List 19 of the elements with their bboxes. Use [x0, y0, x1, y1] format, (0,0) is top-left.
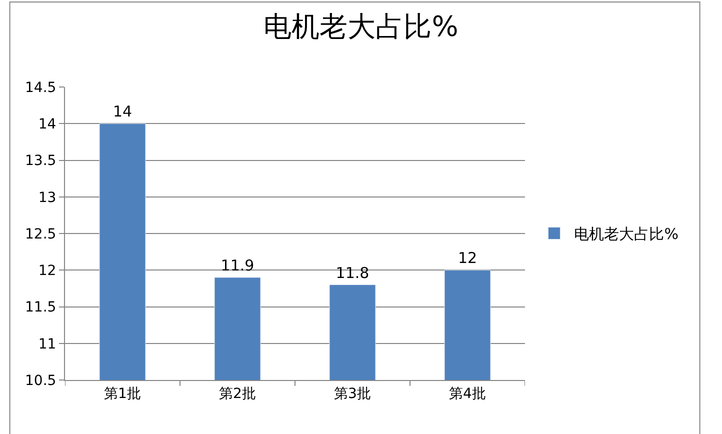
y-tick-label: 11.5	[25, 300, 56, 316]
data-label: 14	[112, 102, 132, 121]
y-tick-label: 14	[38, 116, 56, 133]
x-tick-label: 第1批	[104, 386, 141, 402]
y-tick-label: 14.5	[25, 80, 56, 96]
chart-title: 电机老大占比%	[264, 10, 458, 43]
y-tick-label: 10.5	[25, 372, 56, 389]
x-tick-label: 第2批	[219, 386, 256, 402]
x-tick-label: 第4批	[449, 386, 486, 402]
legend-label: 电机老大占比%	[574, 225, 678, 244]
x-tick-label: 第3批	[334, 386, 371, 402]
y-tick-label: 12.5	[25, 226, 56, 242]
data-label: 12	[458, 249, 478, 268]
data-label: 11.9	[220, 256, 254, 274]
y-tick-label: 13.5	[25, 153, 56, 170]
data-label: 11.8	[336, 264, 370, 282]
y-tick-label: 11	[38, 336, 56, 352]
y-tick-label: 12	[38, 263, 56, 280]
y-tick-label: 13	[38, 190, 56, 206]
